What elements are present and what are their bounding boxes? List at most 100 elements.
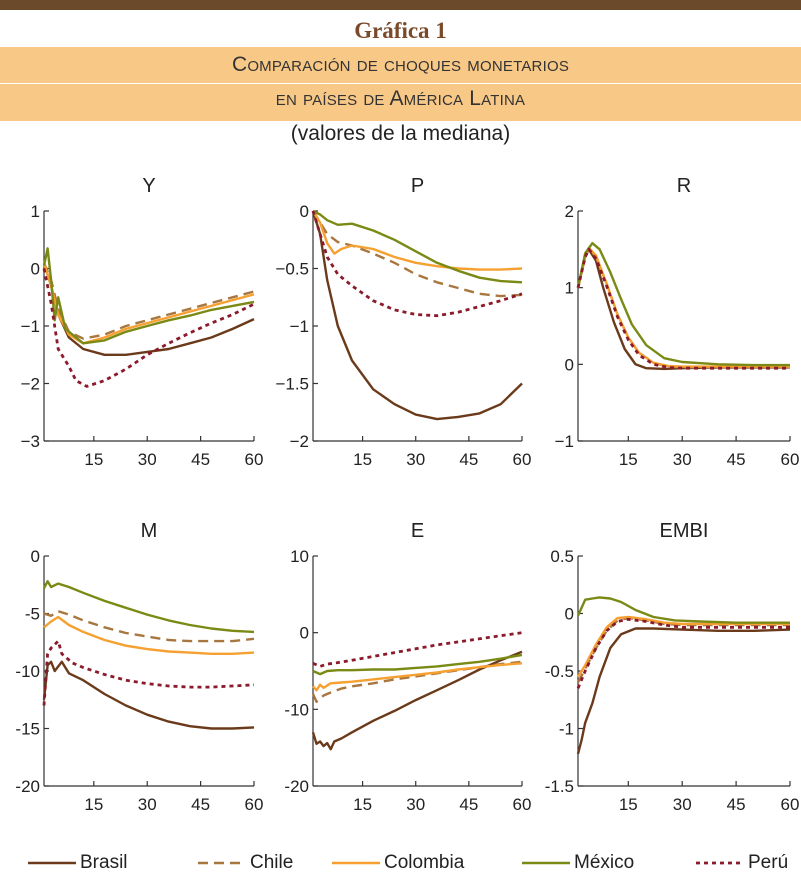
- legend-swatch: [696, 861, 744, 865]
- x-tick-label: 30: [673, 795, 692, 814]
- y-tick-label: −1.5: [275, 375, 309, 394]
- series-line-méxico: [312, 653, 523, 676]
- panel-title: E: [411, 520, 424, 542]
- y-tick-label: 0: [565, 355, 574, 374]
- x-tick-label: 30: [406, 795, 425, 814]
- y-tick-label: 1: [31, 202, 40, 221]
- y-tick-label: 1: [565, 279, 574, 298]
- y-tick-label: -5: [25, 605, 40, 624]
- top-accent-bar: [0, 0, 801, 10]
- series-line-chile: [43, 610, 255, 643]
- x-tick-label: 30: [406, 450, 425, 469]
- legend-label: Chile: [250, 852, 294, 873]
- series-line-chile: [311, 210, 523, 298]
- panel-embi: EMBI 0.5 0 -0.5 -1 -1.5 15 30 45 60: [545, 520, 800, 814]
- series-line-brasil: [311, 650, 523, 751]
- x-tick-label: 45: [459, 450, 478, 469]
- x-tick-label: 45: [191, 450, 210, 469]
- y-tick-label: 0: [565, 605, 574, 624]
- y-tick-label: -0.5: [545, 662, 574, 681]
- legend-swatch: [332, 861, 380, 865]
- series-line-chile: [42, 262, 255, 340]
- series-line-brasil: [42, 660, 255, 730]
- x-tick-label: 60: [781, 795, 800, 814]
- panel-title: M: [141, 520, 158, 542]
- y-tick-label: -20: [284, 777, 309, 796]
- series-line-perú: [42, 268, 255, 388]
- series-line-brasil: [311, 210, 523, 421]
- figure-label: Gráfica 1: [354, 18, 447, 43]
- x-tick-label: 45: [459, 795, 478, 814]
- y-tick-label: −2: [21, 375, 40, 394]
- series-line-méxico: [312, 209, 523, 284]
- y-tick-label: 10: [290, 547, 309, 566]
- panel-e: E 10 0 -10 -20 15 30 45 60: [284, 520, 531, 814]
- x-tick-label: 15: [619, 450, 638, 469]
- chart-title-line-1: Comparación de choques monetarios: [231, 53, 570, 76]
- series-line-colombia: [43, 615, 255, 655]
- chart-title-line-2: en países de América Latina: [275, 87, 526, 110]
- panel-m: M 0 -5 -10 -15 -20 15 30 45 60: [15, 520, 263, 814]
- y-tick-label: -15: [15, 720, 40, 739]
- series-line-perú: [42, 639, 255, 706]
- series-line-colombia: [42, 262, 255, 345]
- y-tick-label: 2: [565, 202, 574, 221]
- panel-p: P 0 −0.5 −1 −1.5 −2 15 30 45 60: [275, 175, 531, 469]
- legend-swatch: [198, 861, 246, 865]
- panel-title: Y: [142, 175, 155, 197]
- x-tick-label: 60: [781, 450, 800, 469]
- legend-label: Perú: [748, 852, 789, 873]
- y-tick-label: −0.5: [275, 260, 309, 279]
- x-tick-label: 15: [619, 795, 638, 814]
- y-tick-label: −2: [290, 432, 309, 451]
- series-line-perú: [576, 247, 790, 370]
- x-tick-label: 30: [673, 450, 692, 469]
- panel-y: Y 1 0 −1 −2 −3 15 30 45 60: [21, 175, 264, 469]
- y-tick-label: -10: [15, 662, 40, 681]
- legend: Brasil Chile Colombia México Perú: [0, 848, 801, 878]
- x-tick-label: 15: [353, 795, 372, 814]
- series-line-brasil: [576, 627, 791, 755]
- title-separator: [0, 83, 801, 84]
- series-line-brasil: [576, 248, 790, 371]
- series-line-méxico: [42, 247, 255, 345]
- x-tick-label: 15: [84, 450, 103, 469]
- legend-swatch: [28, 861, 76, 865]
- y-tick-label: 0: [300, 202, 309, 221]
- y-tick-label: −3: [21, 432, 40, 451]
- series-line-méxico: [42, 580, 255, 634]
- panel-r: R 2 1 0 −1 15 30 45 60: [555, 175, 800, 469]
- x-tick-label: 15: [84, 795, 103, 814]
- panel-title: R: [677, 175, 691, 197]
- x-tick-label: 30: [138, 450, 157, 469]
- x-tick-label: 30: [138, 795, 157, 814]
- y-tick-label: 0: [31, 260, 40, 279]
- x-tick-label: 60: [513, 450, 532, 469]
- y-tick-label: −1: [21, 317, 40, 336]
- x-tick-label: 60: [245, 795, 264, 814]
- y-tick-label: −1: [555, 432, 574, 451]
- y-tick-label: 0: [300, 624, 309, 643]
- y-tick-label: -1.5: [545, 777, 574, 796]
- y-tick-label: -20: [15, 777, 40, 796]
- panel-title: EMBI: [660, 520, 709, 542]
- x-tick-label: 45: [191, 795, 210, 814]
- series-line-perú: [312, 631, 523, 668]
- series-line-méxico: [576, 242, 790, 367]
- x-tick-label: 45: [727, 450, 746, 469]
- series-line-chile: [311, 660, 523, 703]
- series-line-méxico: [576, 596, 790, 624]
- series-line-perú: [311, 210, 523, 318]
- series-line-colombia: [311, 210, 523, 271]
- panel-title: P: [411, 175, 424, 197]
- x-tick-label: 60: [245, 450, 264, 469]
- series-line-colombia: [576, 615, 790, 678]
- y-tick-label: -1: [559, 720, 574, 739]
- legend-label: Brasil: [80, 852, 128, 873]
- x-tick-label: 60: [513, 795, 532, 814]
- y-tick-label: 0: [31, 547, 40, 566]
- title-band: Comparación de choques monetarios en paí…: [0, 46, 801, 121]
- y-tick-label: -10: [284, 700, 309, 719]
- series-line-perú: [576, 617, 790, 689]
